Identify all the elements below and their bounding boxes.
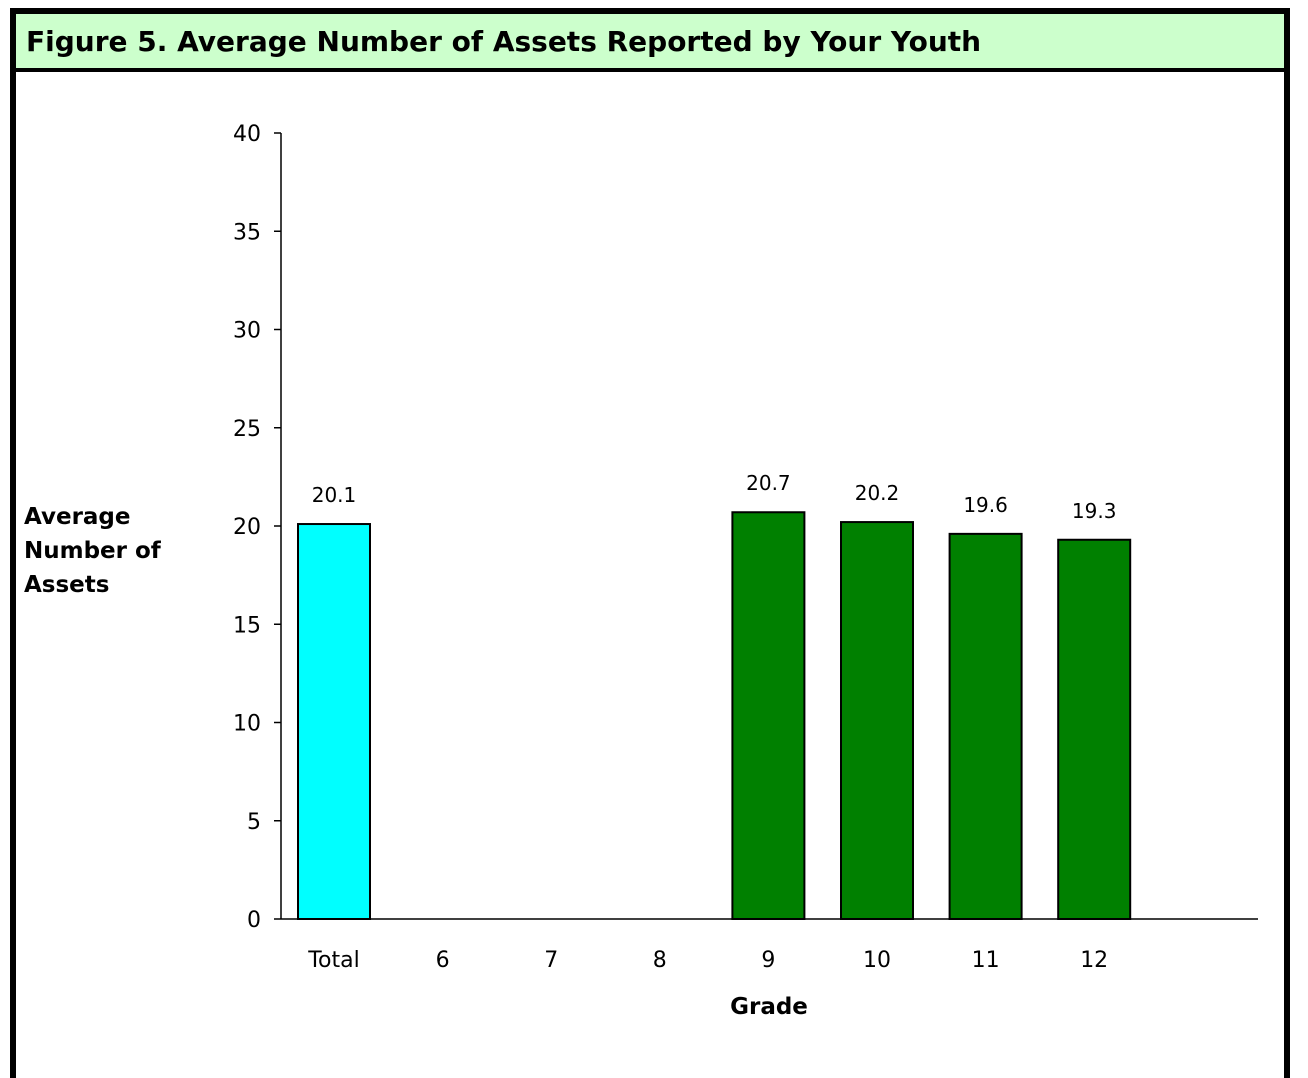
x-tick-label-6: 6 [436, 948, 450, 973]
bar-12 [1057, 538, 1132, 920]
y-tick-label-35: 35 [233, 220, 261, 245]
x-tick-label-Total: Total [307, 948, 359, 973]
x-tick-label-11: 11 [972, 948, 1000, 973]
x-tick-label-12: 12 [1080, 948, 1108, 973]
data-label-9: 20.7 [746, 471, 791, 495]
data-label-Total: 20.1 [312, 483, 357, 507]
y-tick-label-20: 20 [233, 515, 261, 540]
data-label-11: 19.6 [963, 493, 1008, 517]
y-tick-label-5: 5 [247, 810, 261, 835]
y-tick-label-0: 0 [247, 908, 261, 933]
bar-10 [840, 521, 914, 920]
y-tick-label-40: 40 [233, 122, 261, 147]
data-label-10: 20.2 [855, 481, 900, 505]
bar-9 [731, 511, 806, 920]
x-tick-label-7: 7 [544, 948, 558, 973]
y-tick-label-30: 30 [233, 319, 261, 344]
y-tick-label-15: 15 [233, 613, 261, 638]
x-axis-label: Grade [730, 994, 808, 1020]
bar-11 [948, 532, 1023, 920]
bar-Total [297, 523, 371, 920]
x-tick-label-8: 8 [653, 948, 667, 973]
chart-title: Figure 5. Average Number of Assets Repor… [16, 14, 1284, 72]
y-tick-label-10: 10 [233, 712, 261, 737]
x-tick-label-9: 9 [761, 948, 775, 973]
y-axis-label: Average Number of Assets [24, 504, 161, 598]
x-tick-label-10: 10 [863, 948, 891, 973]
y-tick-label-25: 25 [233, 417, 261, 442]
data-label-12: 19.3 [1072, 499, 1117, 523]
